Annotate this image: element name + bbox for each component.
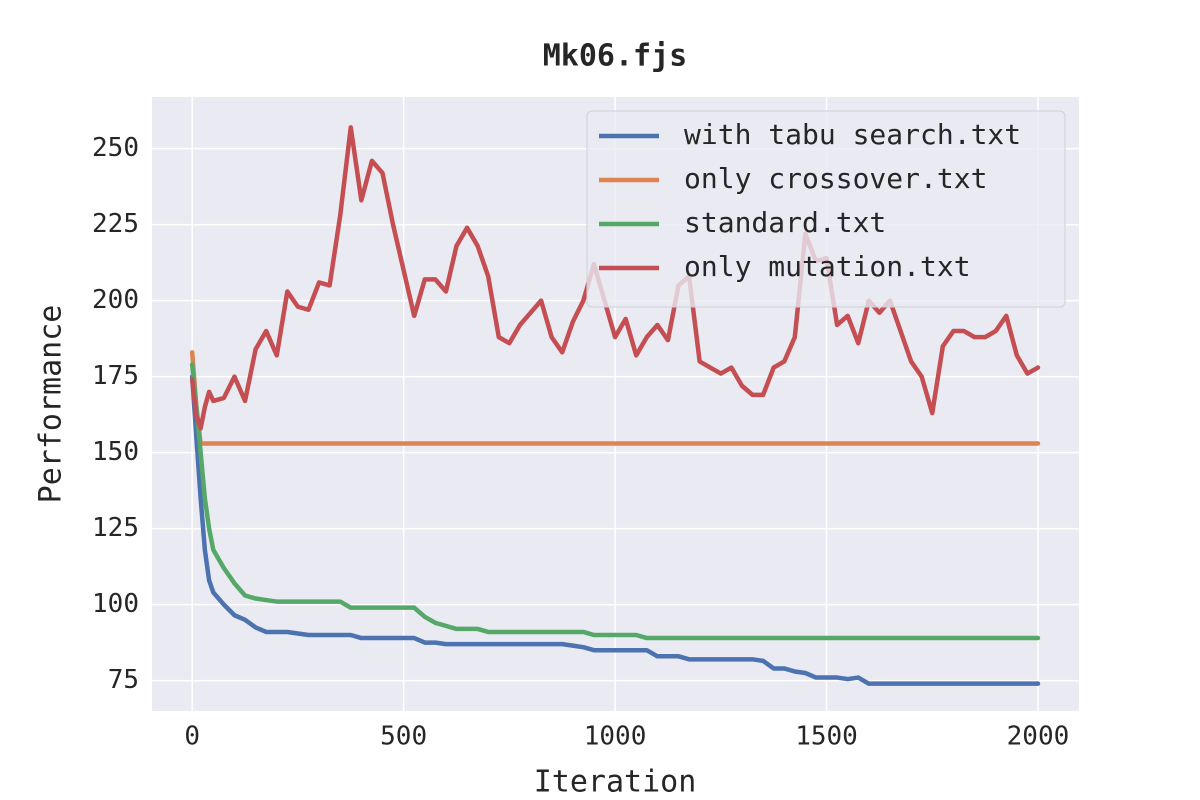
y-tick-label: 200 [92, 285, 139, 315]
x-tick-label: 0 [184, 722, 200, 752]
legend: with tabu search.txt only crossover.txt st… [586, 110, 1066, 308]
y-tick-label: 125 [92, 513, 139, 543]
x-tick-label: 2000 [1007, 722, 1070, 752]
x-tick-label: 500 [380, 722, 427, 752]
chart-title: Mk06.fjs [543, 39, 688, 74]
y-tick-label: 250 [92, 133, 139, 163]
series-line [189, 350, 1041, 446]
y-tick-label: 175 [92, 361, 139, 391]
series-line [189, 374, 1041, 686]
y-tick-label: 75 [108, 665, 139, 695]
y-tick-label: 100 [92, 589, 139, 619]
y-tick-label: 225 [92, 209, 139, 239]
series-line [189, 362, 1041, 641]
legend-label: standard.txt [684, 206, 886, 239]
legend-label: only mutation.txt [684, 250, 971, 283]
legend-frame [586, 110, 1066, 308]
x-tick-label: 1500 [795, 722, 858, 752]
x-axis-label: Iteration [534, 765, 697, 800]
legend-label: with tabu search.txt [684, 118, 1021, 151]
x-tick-label: 1000 [584, 722, 647, 752]
y-axis-label: Performance [34, 305, 69, 504]
legend-label: only crossover.txt [684, 162, 987, 195]
y-tick-label: 150 [92, 437, 139, 467]
